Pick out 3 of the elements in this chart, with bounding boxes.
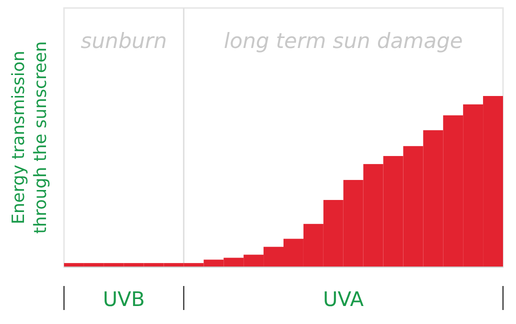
y-axis-title: Energy transmission through the sunscreen — [9, 41, 51, 234]
text: UVA — [322, 287, 364, 311]
text: UVB — [102, 287, 145, 311]
